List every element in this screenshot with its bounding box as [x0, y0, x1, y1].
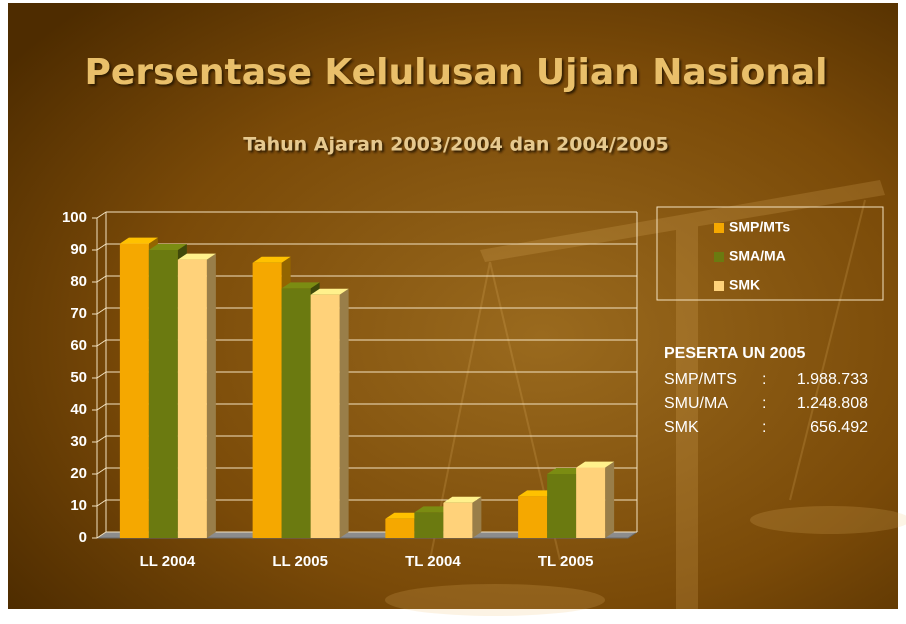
legend-label: SMP/MTs	[729, 219, 790, 235]
legend-swatch	[714, 223, 724, 233]
y-tick-label: 80	[70, 273, 87, 290]
bar	[518, 496, 547, 538]
x-tick-label: LL 2005	[272, 553, 328, 570]
legend-label: SMA/MA	[729, 248, 786, 264]
y-tick-label: 40	[70, 401, 87, 418]
slide: Persentase Kelulusan Ujian Nasional Tahu…	[0, 0, 906, 619]
legend-swatch	[714, 281, 724, 291]
annotation-value: 656.492	[810, 419, 868, 436]
legend-label: SMK	[729, 277, 760, 293]
y-tick-label: 20	[70, 465, 87, 482]
bar-side	[207, 254, 216, 538]
bar	[178, 260, 207, 538]
annotation-title: PESERTA UN 2005	[664, 345, 805, 362]
annotation-value: 1.988.733	[797, 371, 868, 388]
annotation-label: SMK	[664, 419, 699, 436]
bar	[547, 474, 576, 538]
bar	[282, 288, 311, 538]
y-tick-label: 90	[70, 241, 87, 258]
bar-side	[340, 289, 349, 538]
annotation-separator: :	[762, 395, 766, 412]
annotation-label: SMU/MA	[664, 395, 728, 412]
legend-swatch	[714, 252, 724, 262]
bar	[311, 295, 340, 538]
x-tick-label: TL 2005	[538, 553, 594, 570]
bar	[443, 503, 472, 538]
bar	[253, 263, 282, 538]
bar-side	[605, 462, 614, 538]
y-tick-label: 30	[70, 433, 87, 450]
bar	[149, 250, 178, 538]
bar	[120, 244, 149, 538]
bar	[414, 512, 443, 538]
y-tick-label: 10	[70, 497, 87, 514]
bar-side	[472, 497, 481, 538]
x-tick-label: TL 2004	[405, 553, 461, 570]
y-tick-label: 100	[62, 209, 87, 226]
y-tick-label: 70	[70, 305, 87, 322]
x-tick-label: LL 2004	[140, 553, 196, 570]
y-tick-label: 60	[70, 337, 87, 354]
annotation-separator: :	[762, 371, 766, 388]
annotation-separator: :	[762, 419, 766, 436]
bar	[385, 519, 414, 538]
chart-subtitle: Tahun Ajaran 2003/2004 dan 2004/2005	[243, 134, 668, 156]
bar	[576, 468, 605, 538]
y-tick-label: 50	[70, 369, 87, 386]
y-tick-label: 0	[79, 529, 87, 546]
chart-title: Persentase Kelulusan Ujian Nasional	[85, 52, 828, 93]
annotation-label: SMP/MTS	[664, 371, 737, 388]
annotation-value: 1.248.808	[797, 395, 868, 412]
